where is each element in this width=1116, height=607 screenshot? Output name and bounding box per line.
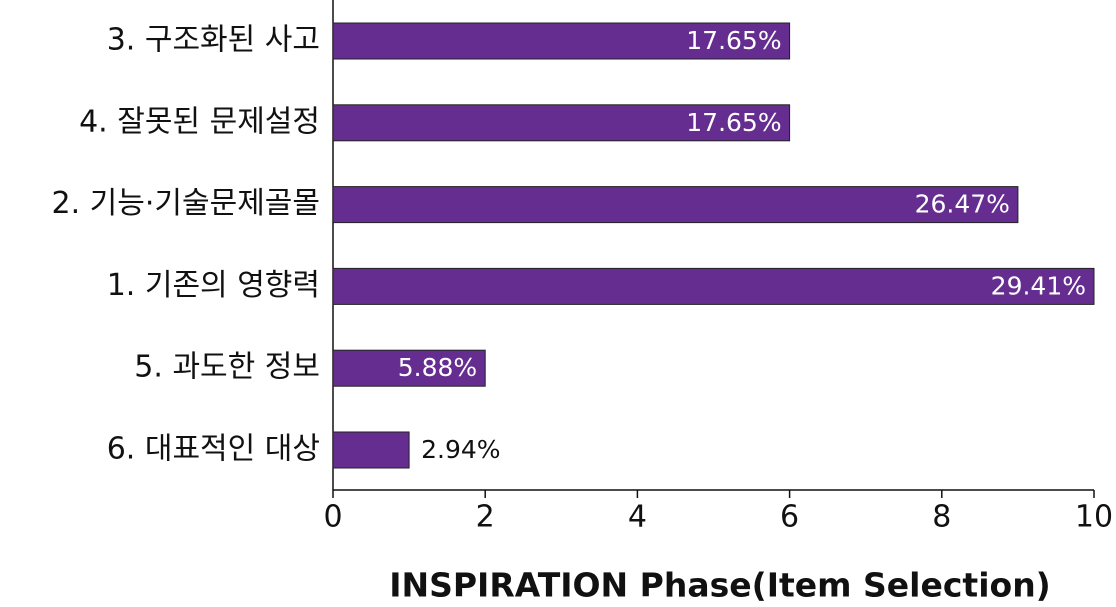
value-label: 17.65%	[686, 108, 781, 137]
x-tick-label: 4	[628, 500, 647, 535]
value-label: 2.94%	[421, 435, 500, 464]
value-label: 26.47%	[915, 190, 1010, 219]
bar	[332, 267, 1095, 305]
x-axis-title: INSPIRATION Phase(Item Selection)	[389, 566, 1051, 605]
value-label: 17.65%	[686, 26, 781, 55]
bar	[332, 186, 1019, 224]
x-tick-label: 2	[476, 500, 495, 535]
bar	[332, 431, 410, 469]
value-label: 29.41%	[991, 271, 1086, 300]
y-tick-label: 4. 잘못된 문제설정	[79, 104, 320, 139]
y-tick-label: 3. 구조화된 사고	[107, 23, 320, 58]
bar	[332, 104, 791, 142]
y-tick-label: 2. 기능·기술문제골몰	[52, 186, 321, 221]
bar	[332, 22, 791, 60]
y-tick-label: 1. 기존의 영향력	[107, 268, 320, 303]
bar	[332, 349, 486, 387]
x-tick-label: 6	[780, 500, 799, 535]
value-label: 5.88%	[398, 353, 477, 382]
y-tick-label: 5. 과도한 정보	[134, 350, 320, 385]
x-tick-label: 8	[932, 500, 951, 535]
x-tick-label: 10	[1075, 500, 1113, 535]
x-tick-label: 0	[323, 500, 342, 535]
y-tick-label: 6. 대표적인 대상	[107, 432, 320, 467]
